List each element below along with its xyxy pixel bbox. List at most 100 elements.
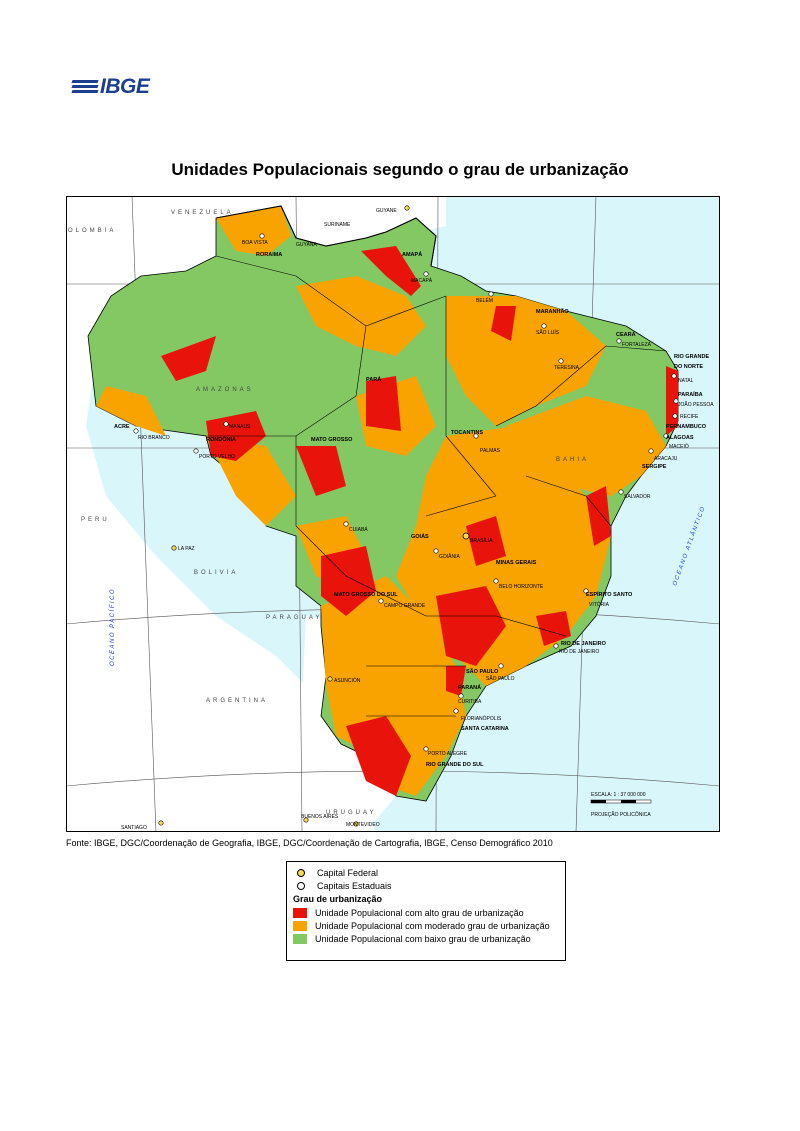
- swatch-high: [293, 907, 307, 918]
- ibge-logo-icon: [71, 78, 99, 96]
- source-note: Fonte: IBGE, DGC/Coordenação de Geografi…: [66, 838, 553, 848]
- federal-capital-marker: [462, 532, 470, 540]
- federal-capital-icon: [297, 868, 305, 877]
- capital-label: MACAPÁ: [411, 277, 433, 284]
- legend-heading: Grau de urbanização: [293, 894, 383, 904]
- foreign-capital-marker: [404, 205, 410, 211]
- state-label: TOCANTINS: [451, 430, 483, 436]
- state-label: SÃO PAULO: [466, 668, 499, 675]
- capital-marker: [553, 643, 559, 649]
- capital-label: GOIÂNIA: [439, 553, 461, 560]
- state-label: AMAZONAS: [196, 387, 254, 393]
- capital-markers: [133, 205, 679, 827]
- state-label: PARANÁ: [458, 684, 481, 691]
- legend-item-capitais-estaduais: Capitais Estaduais: [293, 879, 559, 892]
- ibge-logo: IBGE: [71, 75, 150, 98]
- capital-marker: [663, 433, 669, 439]
- state-label: SANTA CATARINA: [461, 726, 509, 732]
- state-capital-icon: [297, 881, 305, 890]
- foreign-capital-marker: [327, 676, 333, 682]
- capital-label: FLORIANÓPOLIS: [461, 715, 502, 722]
- svg-text:PROJEÇÃO POLICÔNICA: PROJEÇÃO POLICÔNICA: [591, 811, 651, 818]
- capital-marker: [488, 291, 494, 297]
- capital-marker: [673, 398, 679, 404]
- capital-label: BELÉM: [476, 297, 493, 304]
- legend-item-high: Unidade Populacional com alto grau de ur…: [293, 906, 559, 919]
- capital-label: SALVADOR: [624, 494, 651, 500]
- foreign-capital-marker: [303, 817, 309, 823]
- capital-marker: [433, 548, 439, 554]
- country-label: SURINAME: [324, 222, 351, 228]
- capital-label: NATAL: [678, 378, 694, 384]
- state-label: PARAÍBA: [678, 390, 703, 398]
- capital-label: SÃO LUÍS: [536, 329, 560, 336]
- state-boundaries: [206, 255, 667, 717]
- capital-label: LA PAZ: [178, 546, 195, 552]
- svg-text:ESCALA: 1 : 37 000 000: ESCALA: 1 : 37 000 000: [591, 792, 646, 798]
- country-label: PARAGUAY: [266, 615, 322, 621]
- legend: Capital Federal Capitais Estaduais Grau …: [286, 861, 566, 961]
- state-label: MATO GROSSO DO SUL: [334, 592, 398, 598]
- state-label: PERNAMBUCO: [666, 424, 707, 430]
- capital-label: BUENOS AIRES: [301, 814, 339, 820]
- capital-marker: [473, 433, 479, 439]
- country-label: GUYANE: [376, 208, 397, 214]
- legend-item-low: Unidade Populacional com baixo grau de u…: [293, 932, 559, 945]
- foreign-capital-marker: [171, 545, 177, 551]
- state-label: RONDÔNIA: [206, 435, 236, 443]
- country-label: VENEZUELA: [171, 210, 234, 216]
- neighbor-land: [66, 196, 446, 832]
- capital-marker: [423, 746, 429, 752]
- map-title: Unidades Populacionais segundo o grau de…: [171, 160, 629, 179]
- state-label: AMAPÁ: [402, 251, 422, 258]
- high-urbanization-areas: [161, 246, 678, 796]
- capital-marker: [541, 323, 547, 329]
- capital-label: SANTIAGO: [121, 825, 147, 831]
- capital-label: MONTEVIDEO: [346, 822, 380, 828]
- legend-item-capital-federal: Capital Federal: [293, 866, 559, 879]
- capital-label: JOÃO PESSOA: [678, 401, 714, 408]
- state-label: RIO GRANDE DO SUL: [426, 762, 484, 768]
- swatch-moderate: [293, 920, 307, 931]
- map-border: [66, 196, 720, 832]
- capital-label: ASUNCIÓN: [334, 677, 361, 684]
- scale-bar: ESCALA: 1 : 37 000 000 PROJEÇÃO POLICÔNI…: [590, 792, 651, 818]
- capital-marker: [378, 598, 384, 604]
- state-label: PARÁ: [366, 376, 381, 383]
- capital-label: PORTO ALEGRE: [428, 751, 468, 757]
- country-label: ARGENTINA: [206, 698, 268, 704]
- capital-label: CAMPO GRANDE: [384, 603, 426, 609]
- capital-marker: [423, 271, 429, 277]
- capital-marker: [453, 708, 459, 714]
- legend-item-moderate: Unidade Populacional com moderado grau d…: [293, 919, 559, 932]
- foreign-capital-marker: [353, 821, 359, 827]
- capital-marker: [618, 489, 624, 495]
- state-label: GOIÁS: [411, 533, 429, 540]
- state-label: RIO GRANDE: [674, 354, 709, 360]
- capital-label: ARACAJU: [654, 456, 678, 462]
- capital-marker: [493, 578, 499, 584]
- country-label: OLOMBIA: [68, 228, 116, 234]
- capital-label: CURITIBA: [458, 699, 482, 705]
- map-frame: VENEZUELA OLOMBIA GUYANA SURINAME GUYANE…: [66, 196, 720, 832]
- capital-marker: [259, 233, 265, 239]
- capital-label: RIO BRANCO: [138, 435, 170, 441]
- capital-marker: [343, 521, 349, 527]
- country-label: URUGUAY: [326, 810, 377, 816]
- state-label: ALAGOAS: [666, 435, 694, 441]
- capital-label: VITÓRIA: [589, 601, 610, 608]
- foreign-capital-marker: [158, 820, 164, 826]
- capital-marker: [558, 358, 564, 364]
- state-label: MARANHÃO: [536, 308, 569, 315]
- state-label: BAHIA: [556, 457, 589, 463]
- international-border: [215, 205, 437, 267]
- state-label: RORAIMA: [256, 252, 282, 258]
- state-label: CEARÁ: [616, 331, 636, 338]
- state-label: ACRE: [114, 424, 130, 430]
- state-label: MINAS GERAIS: [496, 560, 537, 566]
- country-label: GUYANA: [296, 242, 317, 248]
- capital-label: SÃO PAULO: [486, 675, 515, 682]
- country-label: BOLIVIA: [194, 570, 238, 576]
- capital-marker: [616, 338, 622, 344]
- capital-label: TERESINA: [554, 365, 580, 371]
